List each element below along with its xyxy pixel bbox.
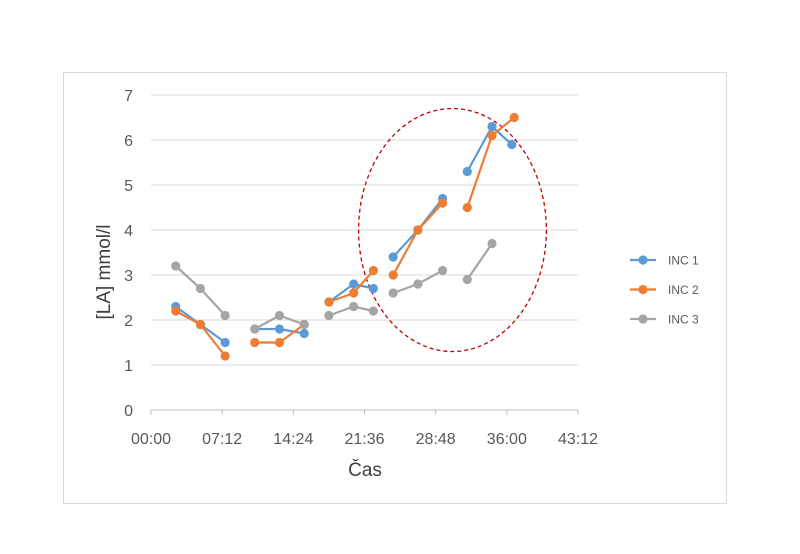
legend-marker	[638, 255, 648, 265]
data-point	[462, 202, 472, 213]
legend-label: INC 2	[668, 283, 699, 297]
data-point	[487, 121, 497, 132]
data-point	[368, 283, 378, 294]
data-point	[413, 225, 423, 235]
data-point	[195, 283, 206, 294]
data-point	[195, 319, 206, 330]
series-line-segment	[392, 202, 444, 276]
data-point	[324, 310, 334, 321]
data-point	[487, 130, 497, 141]
x-axis-title: Čas	[348, 459, 382, 481]
data-point	[462, 166, 472, 177]
chart: 0 1 2 3 4 5 6 7 00:00 07:12 14:24 21:36 28:48 36:00 43…	[94, 88, 699, 481]
x-tick-label: 21:36	[344, 431, 384, 448]
data-point	[220, 310, 230, 321]
y-tick-label: 5	[124, 178, 133, 195]
data-point	[437, 198, 448, 208]
data-point	[250, 337, 260, 348]
y-tick-label: 3	[124, 268, 133, 285]
data-point	[388, 270, 398, 280]
y-axis-title: [LA] mmol/l	[94, 224, 115, 319]
legend: INC 1 INC 2 INC 3	[630, 254, 699, 327]
data-point	[349, 279, 359, 289]
series-line-segment	[466, 242, 493, 281]
series-inc-2	[171, 112, 519, 361]
data-point	[299, 319, 309, 330]
data-point	[368, 306, 378, 316]
x-tick-label: 36:00	[487, 431, 527, 448]
y-tick-label: 4	[124, 223, 133, 240]
data-point	[388, 288, 398, 298]
legend-label: INC 1	[668, 254, 699, 268]
chart-frame: 0 1 2 3 4 5 6 7 00:00 07:12 14:24 21:36 28:48 36:00 43…	[63, 72, 727, 504]
data-point	[274, 337, 285, 348]
data-point	[250, 324, 260, 334]
data-point	[274, 310, 285, 321]
data-point	[413, 279, 423, 289]
data-point	[437, 265, 448, 276]
y-tick-label: 7	[124, 88, 133, 105]
x-tick-label: 00:00	[131, 431, 171, 448]
legend-label: INC 3	[668, 313, 699, 327]
data-point	[349, 301, 359, 312]
data-point	[171, 261, 181, 271]
annotation-ellipse	[357, 107, 548, 353]
data-point	[462, 274, 472, 285]
legend-marker	[638, 284, 648, 295]
x-tick-label: 07:12	[202, 431, 242, 448]
data-point	[349, 288, 359, 298]
y-tick-label: 2	[124, 313, 133, 330]
series-inc-3	[171, 238, 497, 334]
data-point	[171, 306, 181, 316]
data-point	[388, 252, 398, 262]
x-tick-label: 14:24	[273, 431, 313, 448]
annotations	[357, 107, 548, 353]
x-tick-label: 28:48	[416, 431, 456, 448]
data-point	[507, 139, 517, 150]
gridlines	[151, 94, 578, 366]
data-point	[368, 265, 378, 276]
data-point	[274, 324, 285, 334]
x-tick-label: 43:12	[558, 431, 598, 448]
data-point	[220, 337, 230, 348]
y-tick-label: 6	[124, 133, 133, 150]
legend-marker	[638, 314, 648, 324]
data-point	[487, 238, 497, 249]
series-line-segment	[175, 310, 226, 357]
data-point	[509, 112, 519, 123]
data-point	[299, 328, 309, 339]
series	[171, 112, 519, 361]
y-tick-label: 1	[124, 358, 133, 375]
axes: 0 1 2 3 4 5 6 7 00:00 07:12 14:24 21:36 28:48 36:00 43…	[124, 88, 598, 448]
y-tick-label: 0	[124, 403, 133, 420]
data-point	[220, 351, 230, 361]
data-point	[324, 297, 334, 307]
